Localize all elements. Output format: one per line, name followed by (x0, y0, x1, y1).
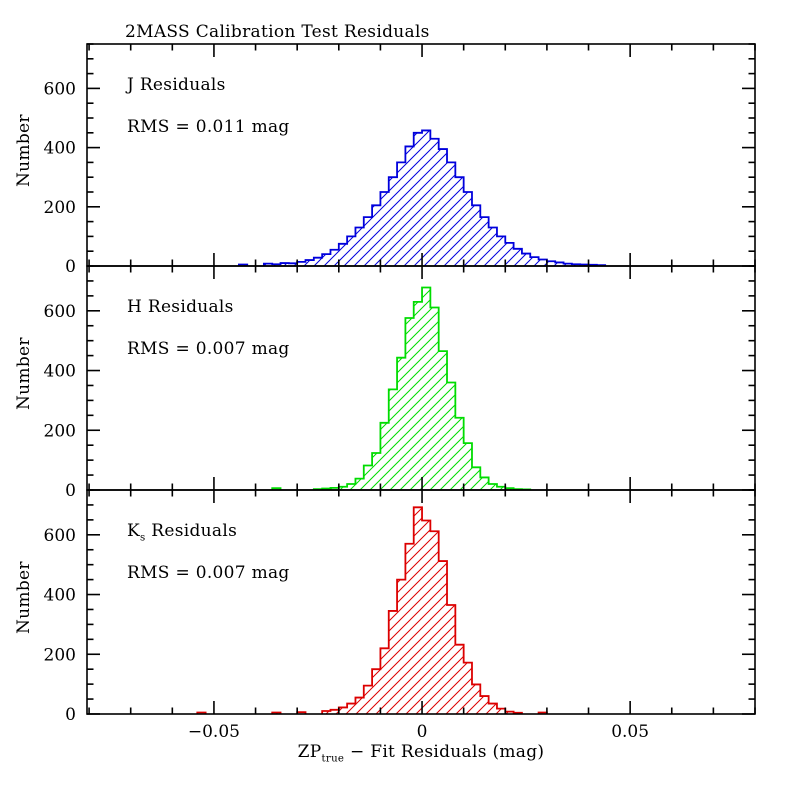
y-tick-label: 0 (65, 481, 76, 501)
panel-1-rms-label: RMS = 0.011 mag (127, 117, 290, 137)
panel-2-ticks (87, 265, 756, 491)
panel-1-band: J (127, 75, 135, 95)
panel-3-ticks (87, 489, 756, 715)
y-tick-label: 400 (44, 362, 76, 382)
y-tick-label: 200 (44, 645, 76, 665)
panel-2-band-label: H Residuals (127, 297, 234, 319)
panel-3-rms-label: RMS = 0.007 mag (127, 563, 290, 583)
panel-3: 0 200 400 600 (44, 489, 756, 725)
y-axis-label-panel-1: Number (14, 114, 34, 187)
y-tick-label: 600 (44, 526, 76, 546)
y-tick-label: 400 (44, 139, 76, 159)
x-tick-label: 0.05 (611, 722, 649, 742)
panel-2-rms-label: RMS = 0.007 mag (127, 339, 290, 359)
x-tick-label: −0.05 (188, 722, 240, 742)
panel-2-band: H (127, 297, 143, 317)
x-axis-label: ZPtrue − Fit Residuals (mag) (87, 742, 755, 764)
panel-2-y-tick-labels: 0 200 400 600 (44, 302, 76, 501)
panel-1-y-tick-labels: 0 200 400 600 (44, 79, 76, 277)
chart-title: 2MASS Calibration Test Residuals (125, 22, 430, 42)
x-axis-label-rest: − Fit Residuals (mag) (344, 742, 545, 762)
panel-1-band-rest: Residuals (134, 75, 226, 95)
y-axis-label-panel-2: Number (14, 337, 34, 410)
y-axis-label-panel-3: Number (14, 561, 34, 634)
panel-2-histogram (271, 286, 532, 491)
y-tick-label: 600 (44, 79, 76, 99)
y-tick-label: 200 (44, 421, 76, 441)
panel-3-band: K (127, 521, 141, 541)
y-tick-label: 400 (44, 586, 76, 606)
x-axis-label-prefix: ZP (297, 742, 322, 762)
x-tick-label: 0 (417, 722, 428, 742)
x-tick-labels: −0.05 0 0.05 (188, 722, 649, 742)
panel-3-histogram (196, 506, 548, 714)
x-axis-label-sub: true (321, 753, 345, 765)
y-tick-label: 0 (65, 705, 76, 725)
panel-3-y-tick-labels: 0 200 400 600 (44, 526, 76, 725)
panel-3-band-rest: Residuals (145, 521, 238, 541)
panel-1-histogram (238, 129, 607, 267)
panel-1-band-label: J Residuals (127, 75, 226, 97)
panel-3-band-label: Ks Residuals (127, 521, 237, 543)
y-tick-label: 0 (65, 257, 76, 277)
panel-3-band-sub: s (140, 532, 146, 544)
y-tick-label: 200 (44, 198, 76, 218)
y-tick-label: 600 (44, 302, 76, 322)
panel-2-band-rest: Residuals (142, 297, 234, 317)
